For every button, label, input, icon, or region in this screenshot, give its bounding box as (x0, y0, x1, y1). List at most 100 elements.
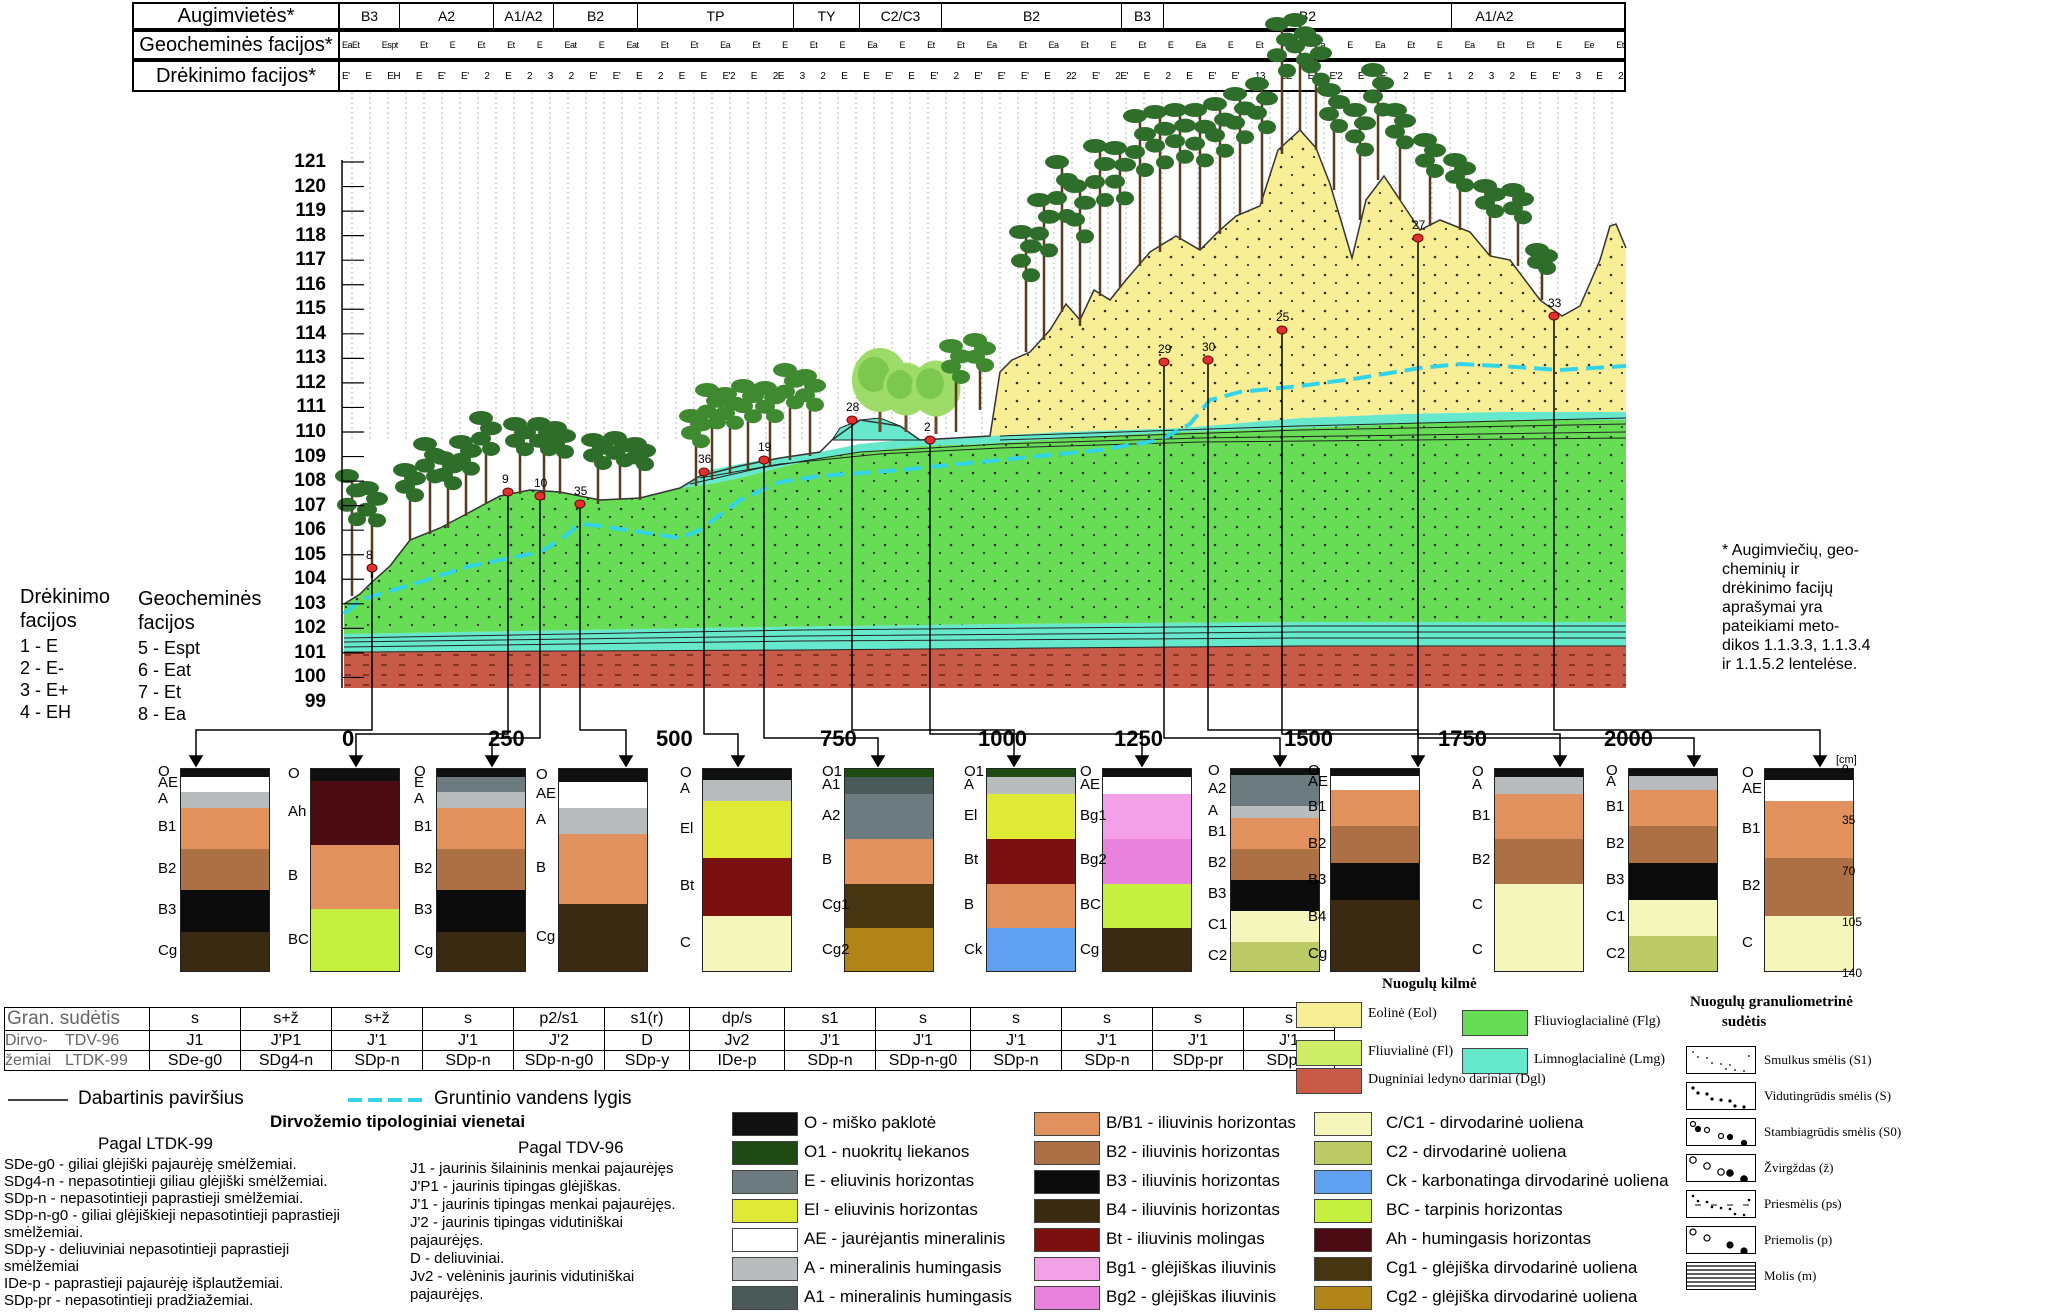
y-tick-label: 101 (294, 641, 326, 663)
x-tick-label: 1250 (1114, 726, 1163, 751)
tree-crown (1123, 109, 1147, 123)
moisture-cell: E (1044, 70, 1051, 82)
limno-lower-layer (344, 622, 1626, 652)
habitat-row-label: Augimvietės* (134, 4, 340, 28)
moisture-cell: E' (1552, 70, 1560, 82)
origin-label: Fliuvioglacialinė (Flg) (1534, 1014, 1661, 1029)
ltdk-item: SDe-g0 - giliai glėjiški pajaurėję smėlž… (4, 1156, 297, 1173)
moisture-cell: E' (461, 70, 469, 82)
horizon-label: Bt (680, 877, 695, 895)
depth-tick: 35 (1842, 813, 1856, 827)
horizon-band (845, 777, 933, 796)
tree-crown (1285, 39, 1305, 54)
tree-crown (444, 476, 462, 491)
connector-arrow (1552, 755, 1568, 768)
geochem-cell: Et (1138, 40, 1146, 50)
y-tick-label: 115 (295, 298, 326, 320)
horizon-swatch (732, 1112, 798, 1136)
moisture-cell: 2 (657, 70, 664, 82)
tree-crown (1185, 136, 1205, 151)
soil-profile-column (1102, 768, 1192, 972)
horizon-label: Bt (964, 851, 979, 869)
groundwater-line (342, 361, 1627, 616)
connector-arrow (188, 755, 204, 768)
horizon-legend-label: C/C1 - dirvodarinė uoliena (1386, 1113, 1584, 1132)
horizon-label: B2 (158, 859, 177, 877)
horizon-legend-label: Cg1 - glėjiška dirvodarinė uoliena (1386, 1258, 1638, 1277)
moisture-cell: E' (1231, 70, 1240, 82)
horizon-band (311, 845, 399, 910)
tree-crown (1486, 204, 1504, 219)
horizon-label: C1 (1208, 916, 1228, 934)
soil-profile-column (1628, 768, 1718, 972)
tree-crown (1361, 63, 1385, 77)
tree-crown (1174, 118, 1196, 133)
tdv-item: J1 - jaurinis šilaininis menkai pajaurėj… (410, 1160, 674, 1177)
horizon-label: B2 (1208, 854, 1227, 872)
tree-crown (594, 456, 612, 471)
moisture-cell: 2E' (1115, 70, 1128, 82)
geochem-legend-title-2: facijos (138, 612, 195, 634)
habitat-cell: A1/A2 (494, 4, 554, 28)
horizon-legend-label: Bt - iliuvinis molingas (1106, 1229, 1265, 1248)
table-cell-ltdk: SDp-y (604, 1050, 690, 1071)
moisture-cell: E (1596, 70, 1603, 82)
tree-crown (1029, 226, 1049, 241)
geochem-cell: Et (1080, 40, 1089, 50)
table-cell-ltdk: SDp-n (331, 1050, 423, 1071)
soil-profile-column (1494, 768, 1584, 972)
horizon-label: B1 (1308, 797, 1327, 815)
geochem-cell: Et (927, 40, 935, 50)
origin-label: Dugniniai ledyno dariniai (Dgl) (1368, 1072, 1546, 1087)
moisture-cell: 3 (1575, 70, 1581, 82)
moisture-cell: E' (1208, 70, 1216, 82)
moisture-legend-item: 3 - E+ (20, 680, 69, 700)
tree-crown (482, 441, 500, 456)
horizon-band (845, 928, 933, 971)
table-cell-gran: s+ž (331, 1007, 423, 1031)
profile-connectors (188, 238, 1828, 768)
table-cell-tdv: Jv2 (689, 1030, 785, 1051)
groundwater-legend: Gruntinio vandens lygis (434, 1088, 632, 1109)
geochem-row: Geocheminės facijos* (132, 30, 1626, 60)
geochem-cell: E (899, 40, 905, 50)
table-cell-gran: s (1152, 1007, 1244, 1031)
tree-crown (1074, 195, 1096, 210)
horizon-band (1495, 794, 1583, 840)
horizon-label: C (1472, 895, 1483, 913)
horizon-band (1765, 801, 1853, 860)
tree-crown (939, 339, 963, 353)
table-cell-gran: dp/s (689, 1007, 785, 1031)
y-tick-label: 119 (295, 200, 326, 222)
sample-point-marker (502, 487, 514, 497)
sample-point-marker (1158, 357, 1170, 367)
tree-crown (335, 469, 359, 483)
tree-crown (775, 384, 795, 399)
horizon-label: Cg (536, 928, 556, 946)
origin-label: Eolinė (Eol) (1368, 1006, 1437, 1021)
horizon-label: A2 (822, 806, 841, 824)
geochem-cell: Eat (564, 40, 578, 50)
granulometry-swatch (1686, 1262, 1756, 1290)
tree-crown (1356, 142, 1374, 157)
horizon-swatch (1034, 1112, 1100, 1136)
moisture-cell: E (1307, 70, 1315, 82)
y-tick-label: 112 (295, 371, 326, 393)
horizon-band (1103, 883, 1191, 930)
habitat-row: Augimvietės* (132, 2, 1626, 30)
tree-crown (1424, 143, 1446, 158)
connector-arrow (618, 755, 634, 768)
tree-crown (1105, 174, 1125, 189)
horizon-label: C1 (1606, 907, 1626, 925)
horizon-label: B2 (1742, 877, 1761, 895)
horizon-label: B (288, 867, 299, 884)
horizon-band (1629, 826, 1717, 864)
tree-crown (1383, 103, 1407, 117)
tree-crown (1040, 243, 1058, 258)
table-cell-gran: s (970, 1007, 1062, 1031)
tree-crown (1076, 229, 1094, 244)
depth-tick: 70 (1842, 864, 1856, 878)
horizon-band (1103, 769, 1191, 779)
tree-crown (366, 491, 388, 506)
